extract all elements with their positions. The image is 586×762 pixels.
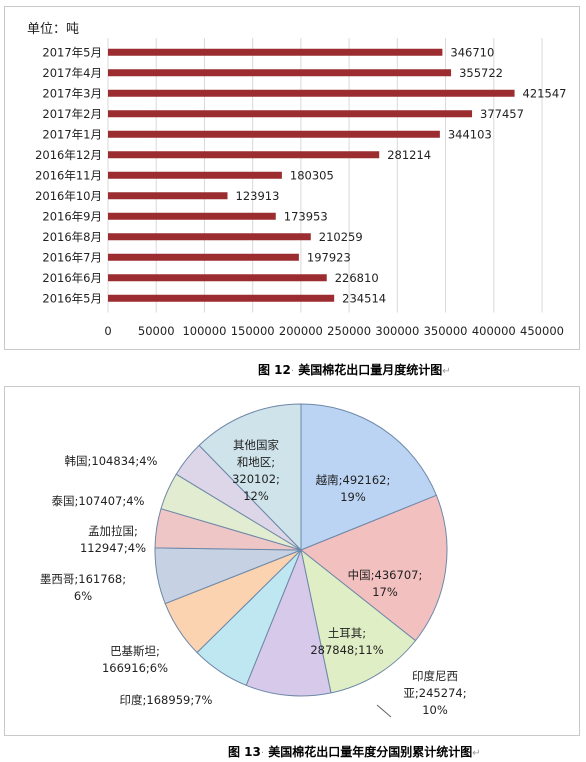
category-label: 2017年3月 (42, 86, 102, 100)
category-label: 2017年4月 (42, 66, 102, 80)
bar (108, 110, 473, 118)
figure-12-number: 图 12 (258, 363, 291, 377)
x-tick-label: 150000 (231, 324, 275, 338)
figure-13-title: 美国棉花出口量年度分国别累计统计图 (268, 745, 473, 759)
monthly-bar-chart: 单位：吨 0 50000 100000 150000 200000 250000 300000… (27, 22, 567, 338)
data-label: 173953 (284, 209, 328, 223)
x-tick-label: 250000 (327, 324, 371, 338)
category-label: 2016年7月 (42, 250, 102, 264)
category-label: 2016年9月 (42, 209, 102, 223)
category-label: 2016年6月 (42, 271, 102, 285)
bar (108, 48, 443, 56)
category-label: 2016年8月 (42, 230, 102, 244)
slice-label: 印度;168959;7% (120, 693, 213, 707)
x-tick-label: 450000 (520, 324, 564, 338)
data-label: 377457 (480, 107, 524, 121)
bar (108, 233, 311, 241)
figure-12-caption: 图 12· 美国棉花出口量月度统计图↵ (258, 363, 451, 377)
x-tick-label: 100000 (182, 324, 226, 338)
country-pie-chart: 越南;492162; 19% 中国;436707; 17% 土耳其; 287848;11%… (40, 403, 467, 718)
data-label: 123913 (236, 189, 280, 203)
bar (108, 212, 276, 220)
data-label: 281214 (387, 148, 431, 162)
figure-13-caption: 图 13· 美国棉花出口量年度分国别累计统计图↵ (228, 745, 481, 759)
data-label: 355722 (459, 66, 503, 80)
pie-slice (300, 494, 448, 642)
bar (108, 171, 282, 179)
category-label: 2017年1月 (42, 127, 102, 141)
data-label: 197923 (307, 250, 351, 264)
bar (108, 294, 335, 302)
category-label: 2017年5月 (42, 45, 102, 59)
x-tick-label: 50000 (138, 324, 175, 338)
slice-label: 孟加拉国; 112947;4% (80, 524, 146, 555)
slice-label: 泰国;107407;4% (52, 494, 145, 508)
figure-12-title: 美国棉花出口量月度统计图 (298, 363, 443, 377)
country-pie-chart-panel: 越南;492162; 19% 中国;436707; 17% 土耳其; 287848;11%… (4, 386, 580, 736)
category-label: 2016年12月 (35, 148, 102, 162)
data-label: 346710 (450, 45, 494, 59)
bar (108, 89, 515, 97)
bar (108, 274, 327, 282)
pie-slice (198, 403, 302, 552)
pie-slice (245, 548, 332, 697)
paragraph-mark-icon: ↵ (472, 748, 481, 759)
unit-label: 单位：吨 (27, 22, 79, 37)
figure-13-number: 图 13 (228, 745, 261, 759)
data-label: 226810 (335, 271, 379, 285)
data-label: 210259 (319, 230, 363, 244)
x-tick-label: 0 (104, 324, 111, 338)
slice-label: 墨西哥;161768; 6% (40, 572, 126, 603)
data-label: 421547 (523, 86, 567, 100)
data-label: 180305 (290, 168, 334, 182)
x-tick-label: 200000 (279, 324, 323, 338)
category-label: 2017年2月 (42, 107, 102, 121)
pie-slice (300, 403, 438, 551)
bar (108, 151, 380, 159)
category-label: 2016年5月 (42, 291, 102, 305)
category-label: 2016年10月 (35, 189, 102, 203)
x-tick-label: 400000 (472, 324, 516, 338)
x-tick-label: 300000 (375, 324, 419, 338)
slice-label: 中国;436707; 17% (348, 568, 423, 599)
slice-label: 其他国家和地区; 320102; 12% (232, 438, 280, 503)
data-label: 344103 (448, 127, 492, 141)
bar (108, 253, 299, 261)
category-label: 2016年11月 (35, 168, 102, 182)
pie-slice (300, 548, 417, 694)
x-tick-label: 350000 (424, 324, 468, 338)
data-label: 234514 (342, 291, 386, 305)
slice-label: 土耳其; 287848;11% (310, 626, 383, 657)
leader-line (376, 704, 392, 718)
bar (108, 130, 440, 138)
slice-label: 韩国;104834;4% (65, 454, 158, 468)
slice-label: 巴基斯坦; 166916;6% (102, 644, 168, 675)
slice-label: 越南;492162; 19% (316, 473, 391, 504)
bar (108, 69, 452, 77)
slice-label: 印度尼西亚;245274; 10% (403, 669, 466, 717)
bar (108, 192, 228, 200)
monthly-bar-chart-panel: 单位：吨 0 50000 100000 150000 200000 250000 300000… (4, 6, 580, 350)
paragraph-mark-icon: ↵ (442, 366, 451, 377)
